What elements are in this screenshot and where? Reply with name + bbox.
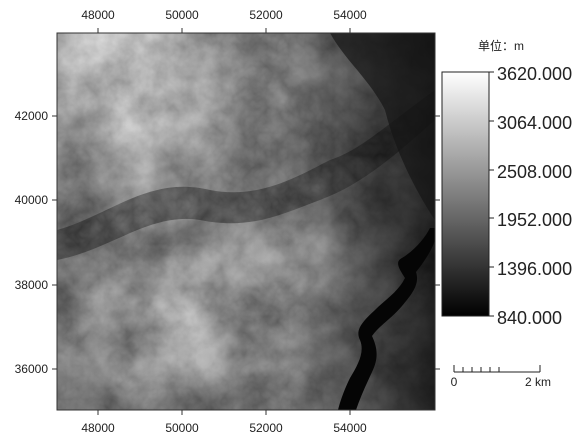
x-tick-bottom-54000: 54000 bbox=[333, 421, 367, 435]
legend-value-840: 840.000 bbox=[497, 308, 562, 328]
x-tick-top-52000: 52000 bbox=[249, 8, 283, 22]
scale-bar-end-label: 2 km bbox=[525, 375, 551, 389]
x-tick-top-54000: 54000 bbox=[333, 8, 367, 22]
scale-bar bbox=[453, 365, 541, 373]
y-tick-left-38000: 38000 bbox=[15, 278, 49, 292]
legend-value-1952: 1952.000 bbox=[497, 210, 572, 230]
x-axis-bottom bbox=[97, 410, 351, 415]
legend-ticks bbox=[489, 71, 494, 317]
y-axis-right bbox=[435, 115, 440, 370]
y-tick-left-42000: 42000 bbox=[15, 109, 49, 123]
x-tick-bottom-52000: 52000 bbox=[249, 421, 283, 435]
map-frame bbox=[56, 32, 436, 411]
legend-value-3064: 3064.000 bbox=[497, 113, 572, 133]
x-tick-bottom-48000: 48000 bbox=[81, 421, 115, 435]
y-tick-left-36000: 36000 bbox=[15, 362, 49, 376]
legend-unit-label: 单位：m bbox=[478, 38, 524, 53]
x-tick-top-48000: 48000 bbox=[81, 8, 115, 22]
x-tick-bottom-50000: 50000 bbox=[165, 421, 199, 435]
legend-color-bar bbox=[441, 71, 490, 317]
dem-raster bbox=[57, 33, 435, 410]
legend-value-2508: 2508.000 bbox=[497, 162, 572, 182]
scale-bar-zero-label: 0 bbox=[451, 375, 458, 389]
legend-value-3620: 3620.000 bbox=[497, 64, 572, 84]
river-channel bbox=[338, 228, 435, 410]
y-tick-left-40000: 40000 bbox=[15, 193, 49, 207]
x-tick-top-50000: 50000 bbox=[165, 8, 199, 22]
x-axis-top bbox=[97, 28, 351, 33]
legend-value-1396: 1396.000 bbox=[497, 259, 572, 279]
y-axis-left bbox=[52, 115, 57, 370]
